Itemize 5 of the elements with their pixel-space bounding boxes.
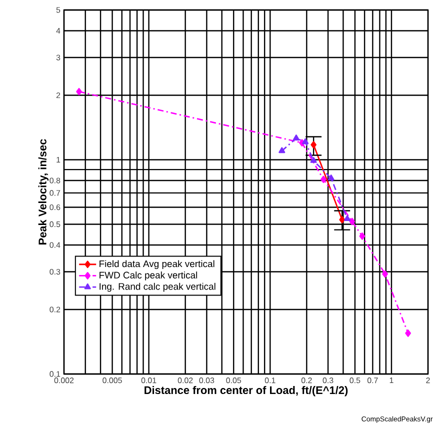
x-axis-title: Distance from center of Load, ft/(E^1/2) — [144, 386, 348, 396]
legend-label: Ing. Rand calc peak vertical — [100, 282, 216, 292]
legend-label: FWD Calc peak vertical — [100, 272, 198, 280]
legend-label: Field data Avg peak vertical — [100, 260, 214, 270]
y-axis-title: Peak Velocity, in/sec — [38, 139, 49, 244]
